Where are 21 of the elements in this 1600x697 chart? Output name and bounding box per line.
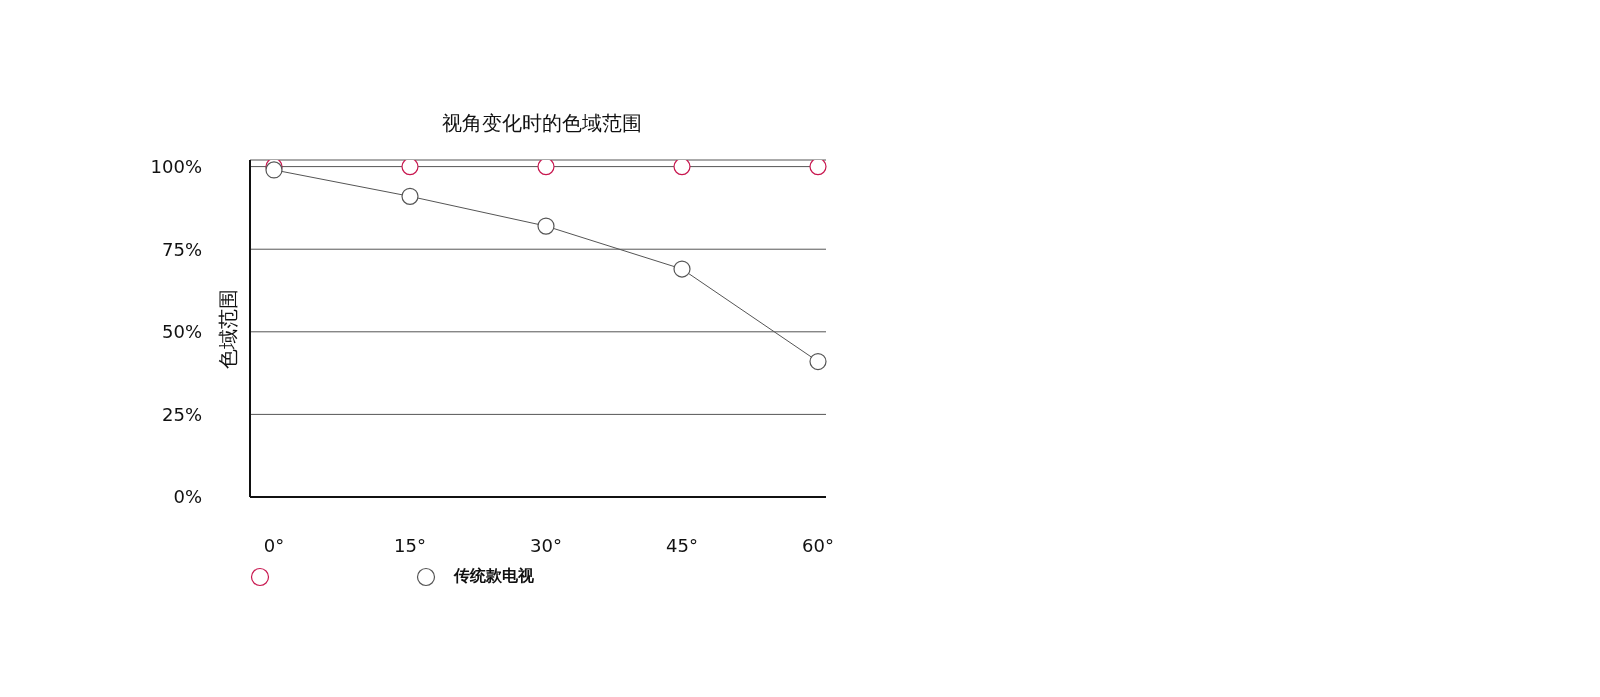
x-tick-label: 30° — [530, 534, 562, 556]
point — [401, 187, 419, 205]
x-tick-label: 15° — [394, 534, 426, 556]
chart-title: 视角变化时的色域范围 — [441, 110, 643, 137]
point — [537, 160, 555, 176]
point — [401, 160, 419, 176]
point — [673, 160, 691, 176]
y-axis-title: 色域范围 — [216, 288, 241, 369]
legend-label: 传统款电视 — [454, 566, 535, 587]
y-tick-label: 0% — [173, 486, 202, 508]
point — [809, 352, 827, 371]
point — [537, 217, 555, 235]
point — [673, 260, 691, 278]
x-tick-label: 60° — [802, 534, 834, 556]
y-tick-label: 100% — [150, 156, 202, 177]
y-tick-label: 25% — [161, 403, 202, 425]
x-tick-label: 45° — [666, 534, 698, 556]
point — [809, 160, 827, 176]
x-tick-label: 0° — [263, 534, 285, 556]
y-tick-label: 75% — [161, 238, 202, 260]
y-tick-label: 50% — [161, 321, 202, 343]
